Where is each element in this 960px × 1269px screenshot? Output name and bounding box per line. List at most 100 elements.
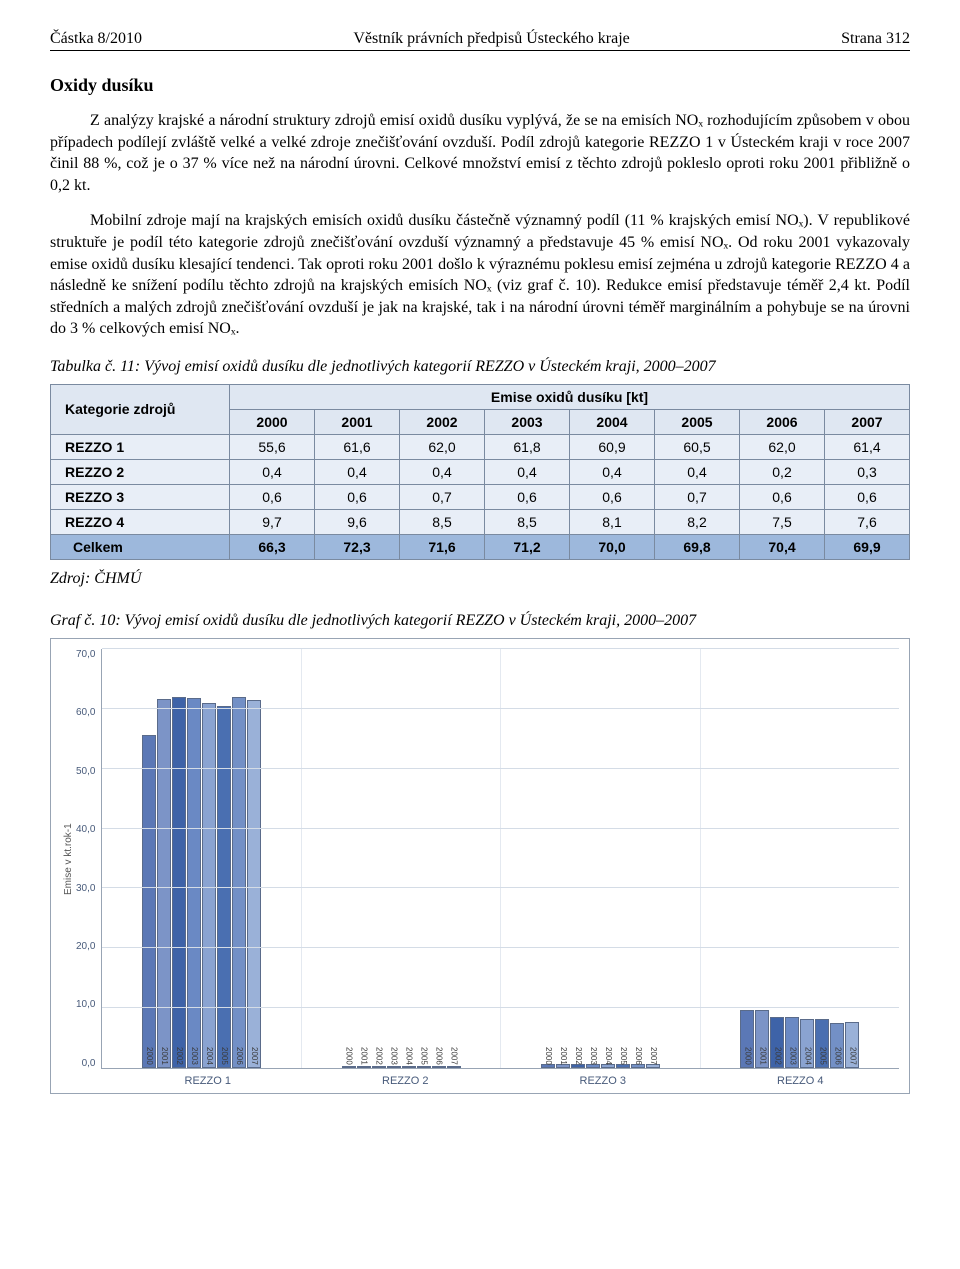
table-cell: 60,9 xyxy=(570,434,655,459)
y-tick: 60,0 xyxy=(76,707,95,718)
bar: 2001 xyxy=(755,1010,769,1067)
bar: 2001 xyxy=(556,1064,570,1068)
chart-plot: 2000200120022003200420052006200720002001… xyxy=(101,649,899,1069)
gridline xyxy=(102,828,899,829)
bar-year-label: 2000 xyxy=(345,1047,353,1065)
bar: 2003 xyxy=(586,1064,600,1068)
row-header-title: Kategorie zdrojů xyxy=(51,384,230,434)
table-cell: 0,7 xyxy=(655,484,740,509)
bar-year-label: 2000 xyxy=(743,1047,751,1065)
bar-group: 20002001200220032004200520062007 xyxy=(501,649,700,1068)
page-header: Částka 8/2010 Věstník právních předpisů … xyxy=(50,30,910,51)
bar: 2002 xyxy=(571,1064,585,1068)
year-col-header: 2000 xyxy=(230,409,315,434)
bar: 2000 xyxy=(142,735,156,1068)
year-col-header: 2001 xyxy=(315,409,400,434)
bar-year-label: 2006 xyxy=(833,1047,841,1065)
bar: 2005 xyxy=(616,1064,630,1068)
total-cell: 70,4 xyxy=(740,534,825,559)
table-cell: 0,4 xyxy=(655,459,740,484)
bar: 2005 xyxy=(815,1019,829,1068)
bar-year-label: 2000 xyxy=(544,1047,552,1065)
table-cell: 0,6 xyxy=(485,484,570,509)
table-cell: 0,3 xyxy=(825,459,910,484)
bar-year-label: 2006 xyxy=(435,1047,443,1065)
table-cell: 0,6 xyxy=(570,484,655,509)
bar-year-label: 2004 xyxy=(405,1047,413,1065)
bar-year-label: 2002 xyxy=(574,1047,582,1065)
table-cell: 61,4 xyxy=(825,434,910,459)
bar: 2002 xyxy=(770,1017,784,1068)
gridline xyxy=(102,1007,899,1008)
bar: 2000 xyxy=(342,1066,356,1068)
bar-year-label: 2005 xyxy=(818,1047,826,1065)
y-tick: 20,0 xyxy=(76,941,95,952)
table-row: REZZO 49,79,68,58,58,18,27,57,6 xyxy=(51,509,910,534)
bar-year-label: 2003 xyxy=(390,1047,398,1065)
chart-groups: 2000200120022003200420052006200720002001… xyxy=(102,649,899,1068)
bar-year-label: 2007 xyxy=(450,1047,458,1065)
table-row: REZZO 20,40,40,40,40,40,40,20,3 xyxy=(51,459,910,484)
table-cell: 0,2 xyxy=(740,459,825,484)
y-tick: 10,0 xyxy=(76,999,95,1010)
bar: 2006 xyxy=(631,1064,645,1068)
table-cell: 0,6 xyxy=(740,484,825,509)
bar: 2004 xyxy=(601,1064,615,1068)
total-cell: 71,6 xyxy=(400,534,485,559)
total-cell: 72,3 xyxy=(315,534,400,559)
bar-year-label: 2005 xyxy=(619,1047,627,1065)
year-col-header: 2002 xyxy=(400,409,485,434)
total-cell: 69,8 xyxy=(655,534,740,559)
table-row: REZZO 155,661,662,061,860,960,562,061,4 xyxy=(51,434,910,459)
bar-year-label: 2001 xyxy=(559,1047,567,1065)
table-cell: 62,0 xyxy=(400,434,485,459)
bar-year-label: 2000 xyxy=(145,1047,153,1065)
table-cell: 62,0 xyxy=(740,434,825,459)
y-tick: 0,0 xyxy=(76,1058,95,1069)
bar: 2007 xyxy=(646,1064,660,1068)
table-cell: 0,6 xyxy=(825,484,910,509)
bar: 2002 xyxy=(172,697,186,1068)
row-label: REZZO 1 xyxy=(51,434,230,459)
total-cell: 66,3 xyxy=(230,534,315,559)
gridline xyxy=(102,708,899,709)
row-label: REZZO 3 xyxy=(51,484,230,509)
y-tick: 70,0 xyxy=(76,649,95,660)
bar: 2006 xyxy=(232,697,246,1068)
x-axis-labels: REZZO 1REZZO 2REZZO 3REZZO 4 xyxy=(61,1069,899,1093)
table-cell: 61,8 xyxy=(485,434,570,459)
bar-group: 20002001200220032004200520062007 xyxy=(102,649,301,1068)
bar-year-label: 2007 xyxy=(649,1047,657,1065)
bar: 2004 xyxy=(800,1019,814,1067)
bar-year-label: 2004 xyxy=(205,1047,213,1065)
table-cell: 0,6 xyxy=(315,484,400,509)
year-col-header: 2004 xyxy=(570,409,655,434)
bar-group: 20002001200220032004200520062007 xyxy=(302,649,501,1068)
table-cell: 0,4 xyxy=(570,459,655,484)
x-tick-label: REZZO 1 xyxy=(109,1075,307,1087)
bar: 2000 xyxy=(541,1064,555,1068)
y-axis-label: Emise v kt.rok-1 xyxy=(61,649,76,1069)
table-cell: 61,6 xyxy=(315,434,400,459)
table-cell: 0,4 xyxy=(315,459,400,484)
bar-year-label: 2005 xyxy=(220,1047,228,1065)
table-cell: 0,4 xyxy=(230,459,315,484)
bar: 2007 xyxy=(247,700,261,1068)
table-cell: 0,4 xyxy=(485,459,570,484)
bar-year-label: 2002 xyxy=(773,1047,781,1065)
chart-caption: Graf č. 10: Vývoj emisí oxidů dusíku dle… xyxy=(50,612,910,630)
bar-year-label: 2004 xyxy=(803,1047,811,1065)
y-axis: 70,060,050,040,030,020,010,00,0 xyxy=(76,649,101,1069)
row-label: REZZO 4 xyxy=(51,509,230,534)
y-tick: 30,0 xyxy=(76,883,95,894)
table-caption: Tabulka č. 11: Vývoj emisí oxidů dusíku … xyxy=(50,358,910,376)
total-cell: 71,2 xyxy=(485,534,570,559)
table-cell: 8,2 xyxy=(655,509,740,534)
x-tick-label: REZZO 4 xyxy=(702,1075,900,1087)
table-row: REZZO 30,60,60,70,60,60,70,60,6 xyxy=(51,484,910,509)
bar-year-label: 2004 xyxy=(604,1047,612,1065)
chart-area: Emise v kt.rok-1 70,060,050,040,030,020,… xyxy=(61,649,899,1069)
x-tick-label: REZZO 2 xyxy=(307,1075,505,1087)
table-cell: 7,6 xyxy=(825,509,910,534)
table-cell: 9,6 xyxy=(315,509,400,534)
